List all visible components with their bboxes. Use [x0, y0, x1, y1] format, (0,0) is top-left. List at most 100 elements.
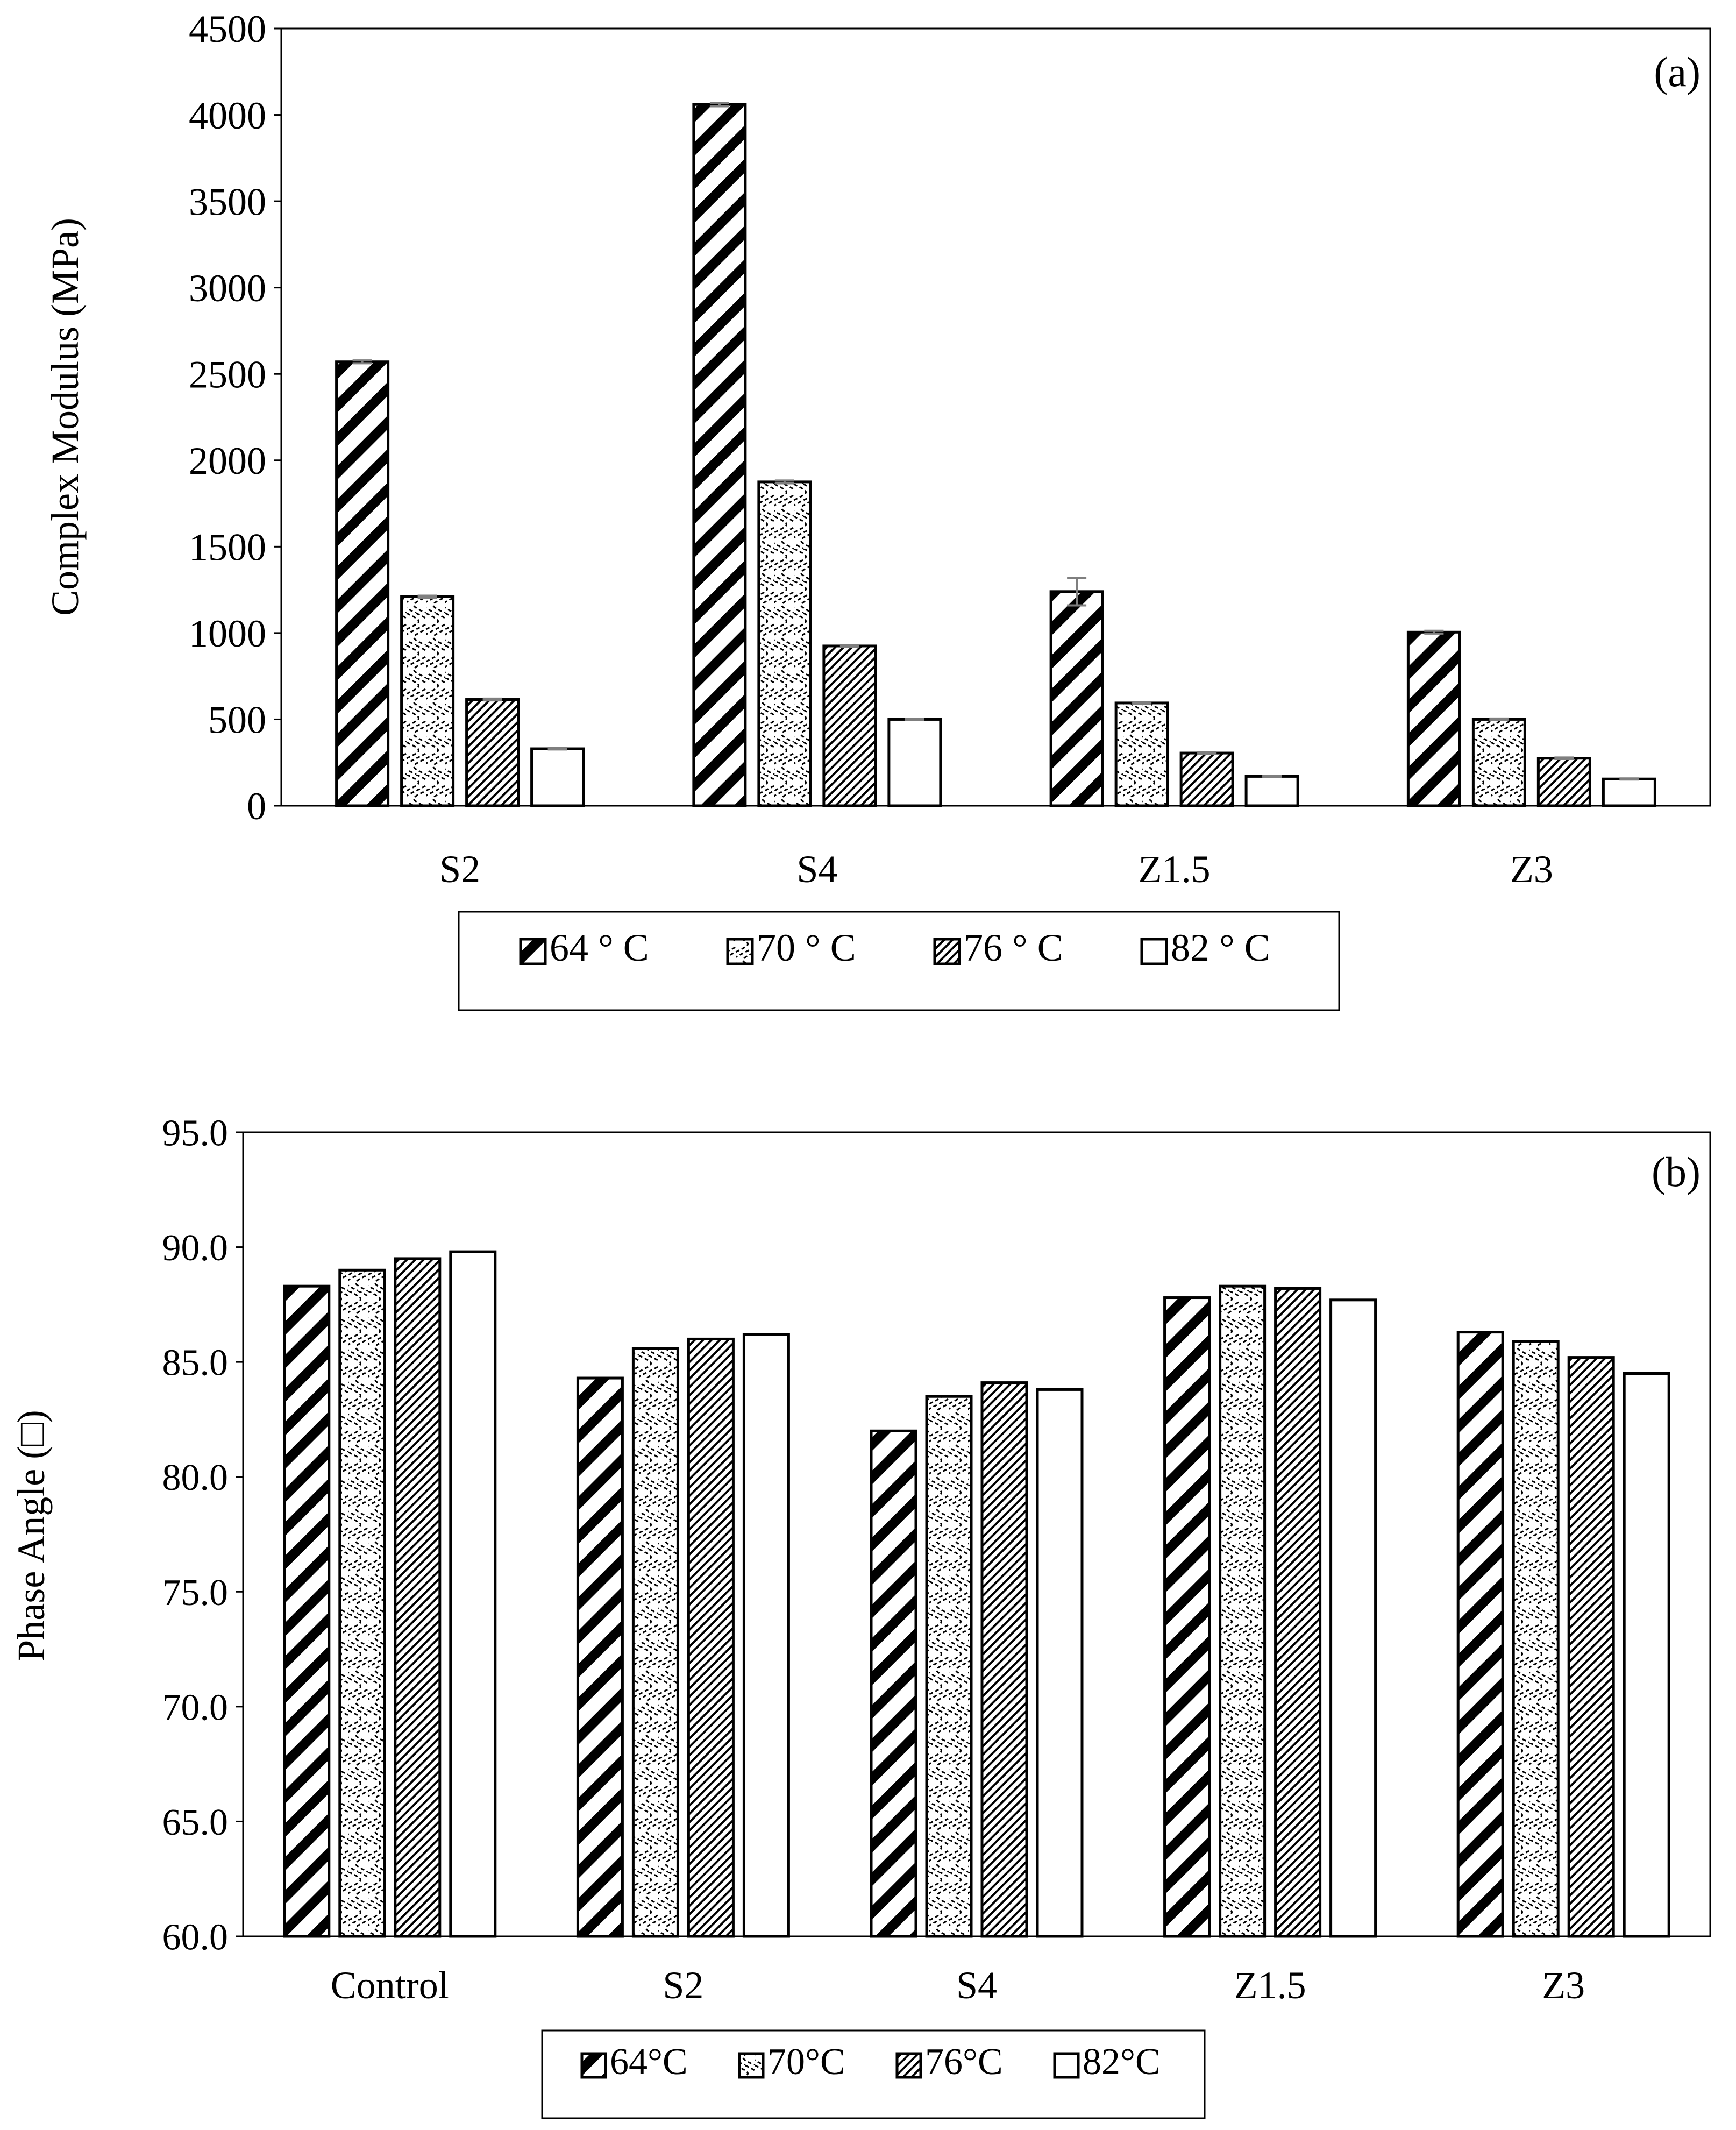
y-axis-tick-label: 60.0 — [162, 1917, 229, 1958]
bar-z3-series-4 — [1623, 1372, 1670, 1938]
error-bar — [1067, 577, 1087, 607]
legend-item-3: 76 ° C — [933, 926, 1063, 969]
y-axis-tick-label: 4500 — [189, 8, 266, 51]
error-bar — [547, 747, 567, 751]
legend-item-2: 70°C — [738, 2041, 845, 2083]
panel-a-chart: (a) Complex Modulus (MPa) 0 500 1000 1500 20… — [44, 8, 1711, 1011]
panel-a-label: (a) — [1654, 48, 1701, 95]
bar-z1-5-series-1 — [1049, 590, 1104, 807]
bar-z1-5-series-3 — [1274, 1287, 1322, 1938]
y-axis-tick-label: 4000 — [189, 94, 266, 137]
x-axis-category-label: Control — [331, 1964, 449, 2007]
bar-s2-series-3 — [687, 1337, 735, 1938]
legend-label: 76 ° C — [964, 926, 1063, 969]
bar-z1-5-series-4 — [1244, 775, 1299, 807]
bar-z1-5-series-3 — [1179, 751, 1234, 807]
y-axis-tick-label: 500 — [208, 699, 266, 742]
bar-s4-series-3 — [980, 1381, 1028, 1938]
error-bar — [709, 102, 729, 108]
legend-item-1: 64 ° C — [519, 926, 649, 969]
x-axis-category-label: Z1.5 — [1234, 1964, 1306, 2007]
error-bar — [482, 697, 502, 702]
x-axis-category-label: S2 — [663, 1964, 703, 2007]
legend-swatch — [933, 938, 961, 965]
legend-label: 82°C — [1083, 2041, 1161, 2083]
bar-s4-series-2 — [925, 1395, 973, 1938]
bar-s2-series-2 — [400, 595, 455, 807]
x-axis-category-label: S2 — [439, 848, 480, 891]
bar-s4-series-1 — [692, 103, 747, 807]
legend-label: 70 ° C — [757, 926, 856, 969]
legend-label: 82 ° C — [1171, 926, 1270, 969]
bar-s2-series-3 — [465, 698, 520, 807]
x-axis-category-label: S4 — [956, 1964, 997, 2007]
error-bar — [1197, 751, 1217, 755]
legend-item-1: 64°C — [580, 2041, 688, 2083]
bar-z3-series-1 — [1456, 1331, 1504, 1938]
bar-z3-series-3 — [1536, 757, 1591, 807]
panel-b-chart: (b) Phase Angle (□) 60.0 65.0 70.0 75.0 80.0… — [10, 1113, 1711, 2119]
panel-b-y-axis-title: Phase Angle (□) — [10, 1410, 53, 1661]
error-bar — [1619, 777, 1639, 781]
error-bar — [1489, 717, 1509, 722]
bar-z3-series-2 — [1512, 1340, 1560, 1938]
bar-s4-series-4 — [887, 718, 942, 807]
bar-s4-series-4 — [1036, 1388, 1084, 1938]
error-bar — [774, 479, 794, 485]
bar-control-series-1 — [283, 1284, 331, 1938]
x-axis-category-label: Z1.5 — [1139, 848, 1211, 891]
y-axis-tick-label: 90.0 — [162, 1227, 229, 1269]
legend-item-2: 70 ° C — [726, 926, 856, 969]
bar-s2-series-1 — [335, 360, 390, 807]
legend-swatch — [1053, 2052, 1080, 2079]
legend-item-3: 76°C — [895, 2041, 1003, 2083]
bar-control-series-4 — [449, 1250, 497, 1938]
bar-z3-series-4 — [1602, 777, 1656, 807]
legend-swatch — [1140, 938, 1168, 965]
legend-item-4: 82 ° C — [1140, 926, 1270, 969]
bar-s2-series-1 — [576, 1376, 624, 1938]
bar-z1-5-series-2 — [1219, 1284, 1267, 1938]
bar-s4-series-1 — [870, 1429, 917, 1938]
y-axis-tick-label: 1500 — [189, 526, 266, 569]
bar-z1-5-series-2 — [1114, 701, 1169, 807]
legend-label: 64°C — [610, 2041, 688, 2083]
y-axis-tick-label: 95.0 — [162, 1113, 229, 1154]
bar-z1-5-series-1 — [1163, 1296, 1211, 1938]
y-axis-tick-label: 80.0 — [162, 1457, 229, 1499]
y-axis-tick-label: 85.0 — [162, 1343, 229, 1384]
legend-item-4: 82°C — [1053, 2041, 1161, 2083]
error-bar — [905, 718, 924, 721]
y-axis-tick-label: 1000 — [189, 612, 266, 655]
y-axis-tick-label: 3500 — [189, 180, 266, 223]
y-axis-tick-label: 70.0 — [162, 1687, 229, 1728]
bar-z3-series-2 — [1471, 718, 1526, 807]
y-axis-tick-label: 2500 — [189, 353, 266, 396]
bar-control-series-3 — [394, 1257, 442, 1938]
legend-swatch — [580, 2052, 607, 2079]
legend-swatch — [895, 2052, 922, 2079]
error-bar — [1424, 629, 1444, 635]
error-bar — [1554, 756, 1574, 760]
panel-b-legend-box — [541, 2029, 1206, 2119]
bar-control-series-2 — [338, 1268, 386, 1938]
error-bar — [1262, 775, 1282, 778]
bar-z1-5-series-4 — [1329, 1298, 1377, 1938]
x-axis-category-label: S4 — [796, 848, 837, 891]
panel-b-plot-frame — [242, 1131, 1711, 1937]
error-bar — [839, 644, 859, 648]
y-axis-tick-label: 2000 — [189, 439, 266, 482]
y-axis-tick-label: 0 — [247, 785, 266, 828]
bar-s4-series-3 — [822, 644, 877, 807]
x-axis-category-label: Z3 — [1510, 848, 1553, 891]
bar-z3-series-1 — [1406, 630, 1461, 807]
panel-a-legend-box — [458, 911, 1340, 1011]
legend-swatch — [519, 938, 547, 965]
error-bar — [1132, 701, 1152, 705]
bar-s2-series-2 — [631, 1347, 679, 1938]
legend-swatch — [726, 938, 754, 965]
panel-b-label: (b) — [1652, 1148, 1701, 1195]
bar-s4-series-2 — [757, 480, 812, 807]
x-axis-category-label: Z3 — [1542, 1964, 1585, 2007]
